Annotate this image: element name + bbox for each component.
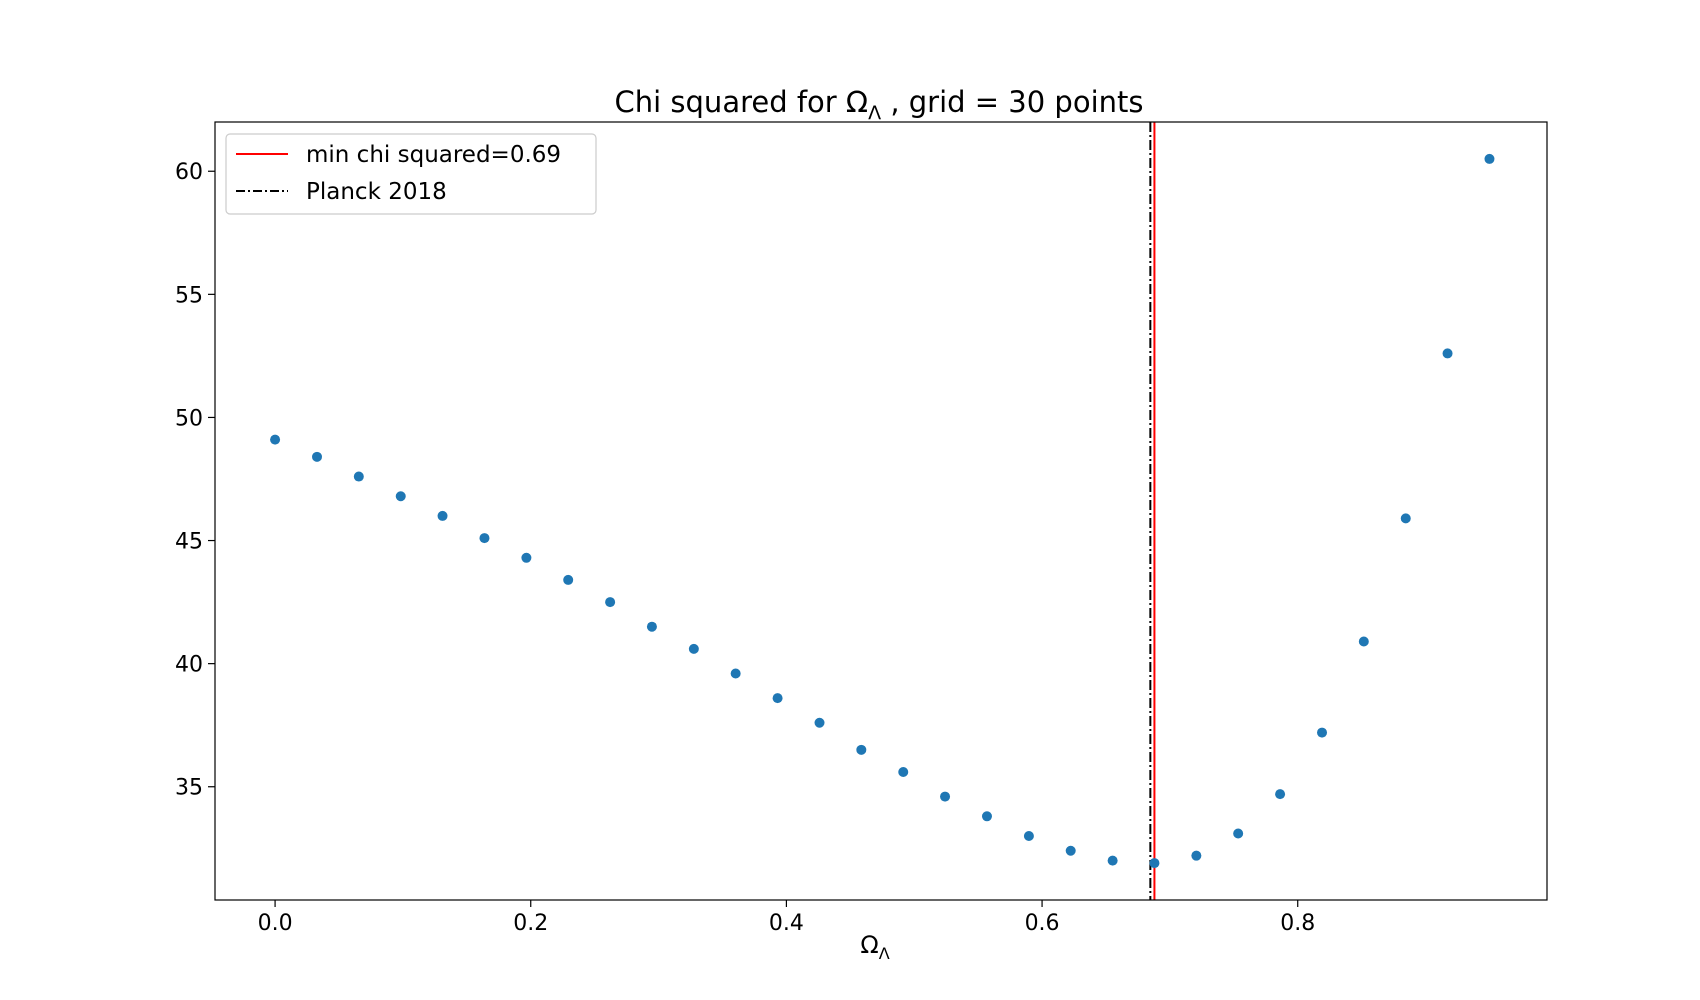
x-axis-label: ΩΛ — [860, 931, 889, 963]
data-point — [1065, 845, 1076, 856]
x-tick-label: 0.0 — [258, 911, 293, 936]
x-tick-label: 0.6 — [1025, 911, 1060, 936]
data-point — [940, 791, 951, 802]
x-tick-label: 0.4 — [769, 911, 804, 936]
data-point — [521, 552, 532, 563]
x-tick-label: 0.8 — [1280, 911, 1315, 936]
data-point — [856, 744, 867, 755]
data-point — [688, 643, 699, 654]
data-point — [898, 766, 909, 777]
data-point — [479, 533, 490, 544]
y-tick-label: 50 — [175, 406, 203, 431]
data-point — [646, 621, 657, 632]
data-point — [1275, 789, 1286, 800]
data-point — [1233, 828, 1244, 839]
chart-title: Chi squared for ΩΛ , grid = 30 points — [615, 85, 1144, 124]
data-point — [814, 717, 825, 728]
data-point — [563, 574, 574, 585]
data-point — [353, 471, 364, 482]
data-point — [1484, 153, 1495, 164]
y-tick-label: 60 — [175, 160, 203, 185]
y-tick-label: 45 — [175, 530, 203, 555]
data-point — [1358, 636, 1369, 647]
data-point — [605, 597, 616, 608]
data-point — [1442, 348, 1453, 359]
legend-label-planck-2018: Planck 2018 — [306, 179, 447, 205]
data-point — [312, 451, 323, 462]
x-tick-label: 0.2 — [513, 911, 548, 936]
y-tick-label: 40 — [175, 653, 203, 678]
plot-area: 0.0 0.2 0.4 0.6 0.8 35 40 45 50 55 60 — [175, 121, 1548, 936]
axes-frame — [214, 121, 1548, 901]
data-point — [1400, 513, 1411, 524]
data-point — [1317, 727, 1328, 738]
legend-label-min-chi-squared: min chi squared=0.69 — [306, 142, 561, 168]
data-point — [1191, 850, 1202, 861]
data-point — [730, 668, 741, 679]
legend-box — [225, 133, 597, 215]
data-point — [437, 510, 448, 521]
data-point — [395, 491, 406, 502]
data-point — [1149, 858, 1160, 869]
legend: min chi squared=0.69 Planck 2018 — [225, 133, 597, 215]
data-point — [772, 693, 783, 704]
data-point — [981, 811, 992, 822]
data-point — [1023, 830, 1034, 841]
y-tick-label: 55 — [175, 283, 203, 308]
y-tick-label: 35 — [175, 776, 203, 801]
data-point — [1107, 855, 1118, 866]
data-point — [270, 434, 281, 445]
